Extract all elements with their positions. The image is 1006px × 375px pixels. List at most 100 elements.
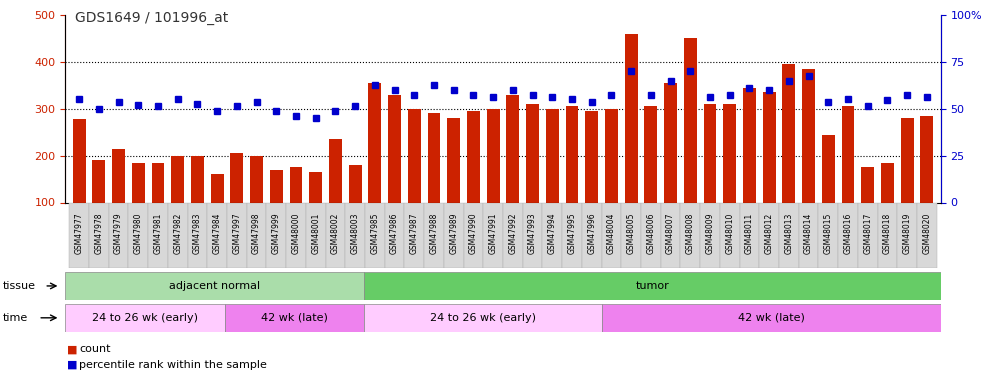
FancyBboxPatch shape (246, 202, 267, 268)
Bar (645, 106, 657, 249)
FancyBboxPatch shape (739, 202, 760, 268)
Text: GSM48007: GSM48007 (666, 212, 675, 254)
Bar (349, 165, 361, 249)
Text: GSM48009: GSM48009 (705, 212, 714, 254)
Bar (664, 83, 677, 249)
FancyBboxPatch shape (562, 202, 581, 268)
FancyBboxPatch shape (503, 202, 523, 268)
Text: GSM48010: GSM48010 (725, 212, 734, 254)
Text: 24 to 26 wk (early): 24 to 26 wk (early) (431, 313, 536, 323)
FancyBboxPatch shape (877, 202, 897, 268)
FancyBboxPatch shape (483, 202, 503, 268)
Text: GSM47978: GSM47978 (95, 212, 104, 254)
Bar (546, 109, 558, 249)
Bar (684, 39, 697, 249)
Text: GSM47983: GSM47983 (193, 212, 202, 254)
Text: GSM47980: GSM47980 (134, 212, 143, 254)
Text: GSM48006: GSM48006 (646, 212, 655, 254)
Bar (132, 163, 145, 249)
Bar (152, 163, 164, 249)
Bar (407, 109, 421, 249)
Text: GSM47986: GSM47986 (390, 212, 399, 254)
Bar (526, 104, 539, 249)
Text: GSM47989: GSM47989 (450, 212, 458, 254)
FancyBboxPatch shape (464, 202, 483, 268)
Text: GSM47997: GSM47997 (232, 212, 241, 254)
Text: GSM48011: GSM48011 (744, 212, 753, 254)
FancyBboxPatch shape (602, 202, 622, 268)
Text: GSM47982: GSM47982 (173, 212, 182, 254)
FancyBboxPatch shape (897, 202, 916, 268)
Bar (467, 111, 480, 249)
FancyBboxPatch shape (542, 202, 562, 268)
Bar (783, 64, 795, 249)
Text: GSM48002: GSM48002 (331, 212, 340, 254)
Text: 24 to 26 wk (early): 24 to 26 wk (early) (92, 313, 198, 323)
Text: GSM47998: GSM47998 (253, 212, 262, 254)
Bar (743, 88, 756, 249)
Bar (842, 106, 854, 249)
Text: percentile rank within the sample: percentile rank within the sample (79, 360, 268, 369)
FancyBboxPatch shape (838, 202, 858, 268)
Text: GSM47988: GSM47988 (430, 212, 439, 254)
FancyBboxPatch shape (168, 202, 187, 268)
Text: GDS1649 / 101996_at: GDS1649 / 101996_at (75, 11, 228, 25)
FancyBboxPatch shape (622, 202, 641, 268)
Bar (920, 116, 934, 249)
FancyBboxPatch shape (207, 202, 227, 268)
Bar (703, 104, 716, 249)
Text: adjacent normal: adjacent normal (169, 281, 261, 291)
Bar (171, 156, 184, 249)
FancyBboxPatch shape (819, 202, 838, 268)
Text: GSM47987: GSM47987 (409, 212, 418, 254)
FancyBboxPatch shape (65, 272, 364, 300)
Bar (448, 118, 460, 249)
Bar (565, 106, 578, 249)
FancyBboxPatch shape (425, 202, 444, 268)
Text: GSM48020: GSM48020 (923, 212, 932, 254)
FancyBboxPatch shape (641, 202, 661, 268)
FancyBboxPatch shape (109, 202, 129, 268)
FancyBboxPatch shape (720, 202, 739, 268)
FancyBboxPatch shape (148, 202, 168, 268)
Bar (585, 111, 599, 249)
Text: GSM48001: GSM48001 (311, 212, 320, 254)
Bar (329, 139, 342, 249)
FancyBboxPatch shape (384, 202, 404, 268)
FancyBboxPatch shape (799, 202, 819, 268)
FancyBboxPatch shape (581, 202, 602, 268)
Text: GSM47995: GSM47995 (567, 212, 576, 254)
Bar (93, 160, 106, 249)
Text: GSM48016: GSM48016 (843, 212, 852, 254)
Bar (763, 92, 776, 249)
FancyBboxPatch shape (779, 202, 799, 268)
Text: ■: ■ (67, 344, 77, 354)
FancyBboxPatch shape (700, 202, 720, 268)
Text: GSM48014: GSM48014 (804, 212, 813, 254)
Text: ■: ■ (67, 360, 77, 369)
FancyBboxPatch shape (129, 202, 148, 268)
Text: GSM48008: GSM48008 (686, 212, 695, 254)
FancyBboxPatch shape (90, 202, 109, 268)
FancyBboxPatch shape (661, 202, 680, 268)
Text: GSM47984: GSM47984 (212, 212, 221, 254)
Bar (290, 167, 303, 249)
FancyBboxPatch shape (187, 202, 207, 268)
Text: GSM48013: GSM48013 (785, 212, 794, 254)
Bar (428, 113, 441, 249)
Bar (309, 172, 322, 249)
Bar (900, 118, 913, 249)
Text: GSM47985: GSM47985 (370, 212, 379, 254)
Bar (211, 174, 223, 249)
Bar (605, 109, 618, 249)
Bar (487, 109, 500, 249)
Bar (388, 95, 401, 249)
FancyBboxPatch shape (365, 202, 384, 268)
Bar (822, 135, 835, 249)
Text: GSM48017: GSM48017 (863, 212, 872, 254)
Text: GSM47996: GSM47996 (588, 212, 597, 254)
Text: GSM47981: GSM47981 (154, 212, 163, 254)
FancyBboxPatch shape (916, 202, 937, 268)
Bar (861, 167, 874, 249)
Text: time: time (3, 313, 28, 323)
